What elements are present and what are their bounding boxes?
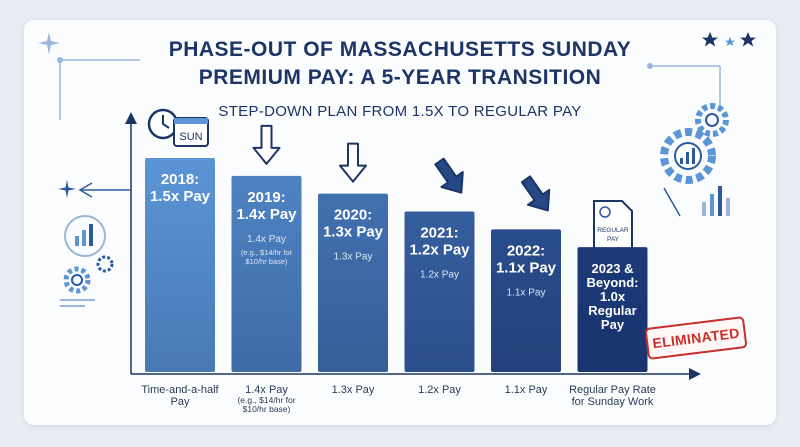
x-axis-label: 1.3x Pay — [331, 384, 375, 396]
bar-2018 — [145, 158, 215, 372]
sparkle-icon — [38, 32, 60, 54]
x-axis-label: 1.2x Pay — [418, 384, 461, 396]
bar-2019 — [231, 175, 302, 372]
chart-title-line2: PREMIUM PAY: A 5-YEAR TRANSITION — [198, 66, 602, 89]
bar-title-line: 2023 & — [592, 261, 634, 276]
gears-chart-right-icon — [660, 103, 730, 217]
bar-title-line: 1.2x Pay — [409, 242, 470, 259]
bar-2020 — [318, 193, 388, 372]
step-down-arrow-icon — [434, 157, 464, 194]
bar-2021 — [404, 211, 475, 372]
bar-title-line: 1.0x — [600, 289, 626, 304]
x-axis-label: 1.4x Pay (e.g., $14/hr for $10/hr base) — [237, 384, 296, 414]
chart-subtitle: STEP-DOWN PLAN FROM 1.5X TO REGULAR PAY — [218, 103, 582, 120]
step-down-arrow-icon — [520, 175, 551, 212]
bar-title-line: 1.1x Pay — [496, 259, 557, 276]
bar-title-line: 1.4x Pay — [236, 206, 297, 223]
calendar-label: SUN — [179, 131, 202, 143]
bar-title-line: Beyond: — [587, 275, 639, 290]
bar-sublabel: 1.4x Pay — [247, 234, 286, 245]
document-label-2: PAY — [607, 236, 620, 243]
step-down-arrow-icon — [252, 124, 281, 165]
bar-title-line: Pay — [601, 317, 625, 332]
bar-title-line: 2021: — [420, 225, 458, 242]
x-axis-label: Time-and-a-half Pay — [141, 384, 219, 408]
stars-icon — [702, 32, 756, 47]
calendar-clock-icon: SUN — [147, 108, 209, 147]
bar-sublabel: (e.g., $14/hr for — [241, 248, 293, 257]
x-axis-label: 1.1x Pay — [504, 384, 548, 396]
document-label-1: REGULAR — [597, 227, 629, 234]
bar-title-line: Regular — [588, 303, 636, 318]
bar-sublabel: 1.2x Pay — [420, 270, 459, 281]
bar-sublabel: 1.3x Pay — [334, 252, 373, 263]
step-down-arrow-icon — [339, 142, 367, 183]
bar-sublabel: $10/hr base) — [245, 257, 288, 266]
regular-pay-document-icon: REGULAR PAY — [593, 200, 633, 254]
bar-2022 — [491, 229, 561, 372]
bar-title-line: 1.5x Pay — [150, 188, 211, 205]
bar-title-line: 1.3x Pay — [323, 224, 384, 241]
bar-title-line: 2018: — [161, 171, 199, 188]
bar-2023-beyond — [577, 247, 648, 372]
bar-title-line: 2019: — [247, 189, 285, 206]
gears-chart-left-icon — [60, 215, 114, 307]
x-axis-label: Regular Pay Rate for Sunday Work — [569, 384, 656, 408]
bar-sublabel: 1.1x Pay — [507, 287, 546, 298]
bar-title-line: 2020: — [334, 207, 372, 224]
sparkle-small-icon — [58, 180, 76, 198]
chart-title-line1: PHASE-OUT OF MASSACHUSETTS SUNDAY — [168, 38, 632, 61]
bar-title-line: 2022: — [507, 242, 545, 259]
